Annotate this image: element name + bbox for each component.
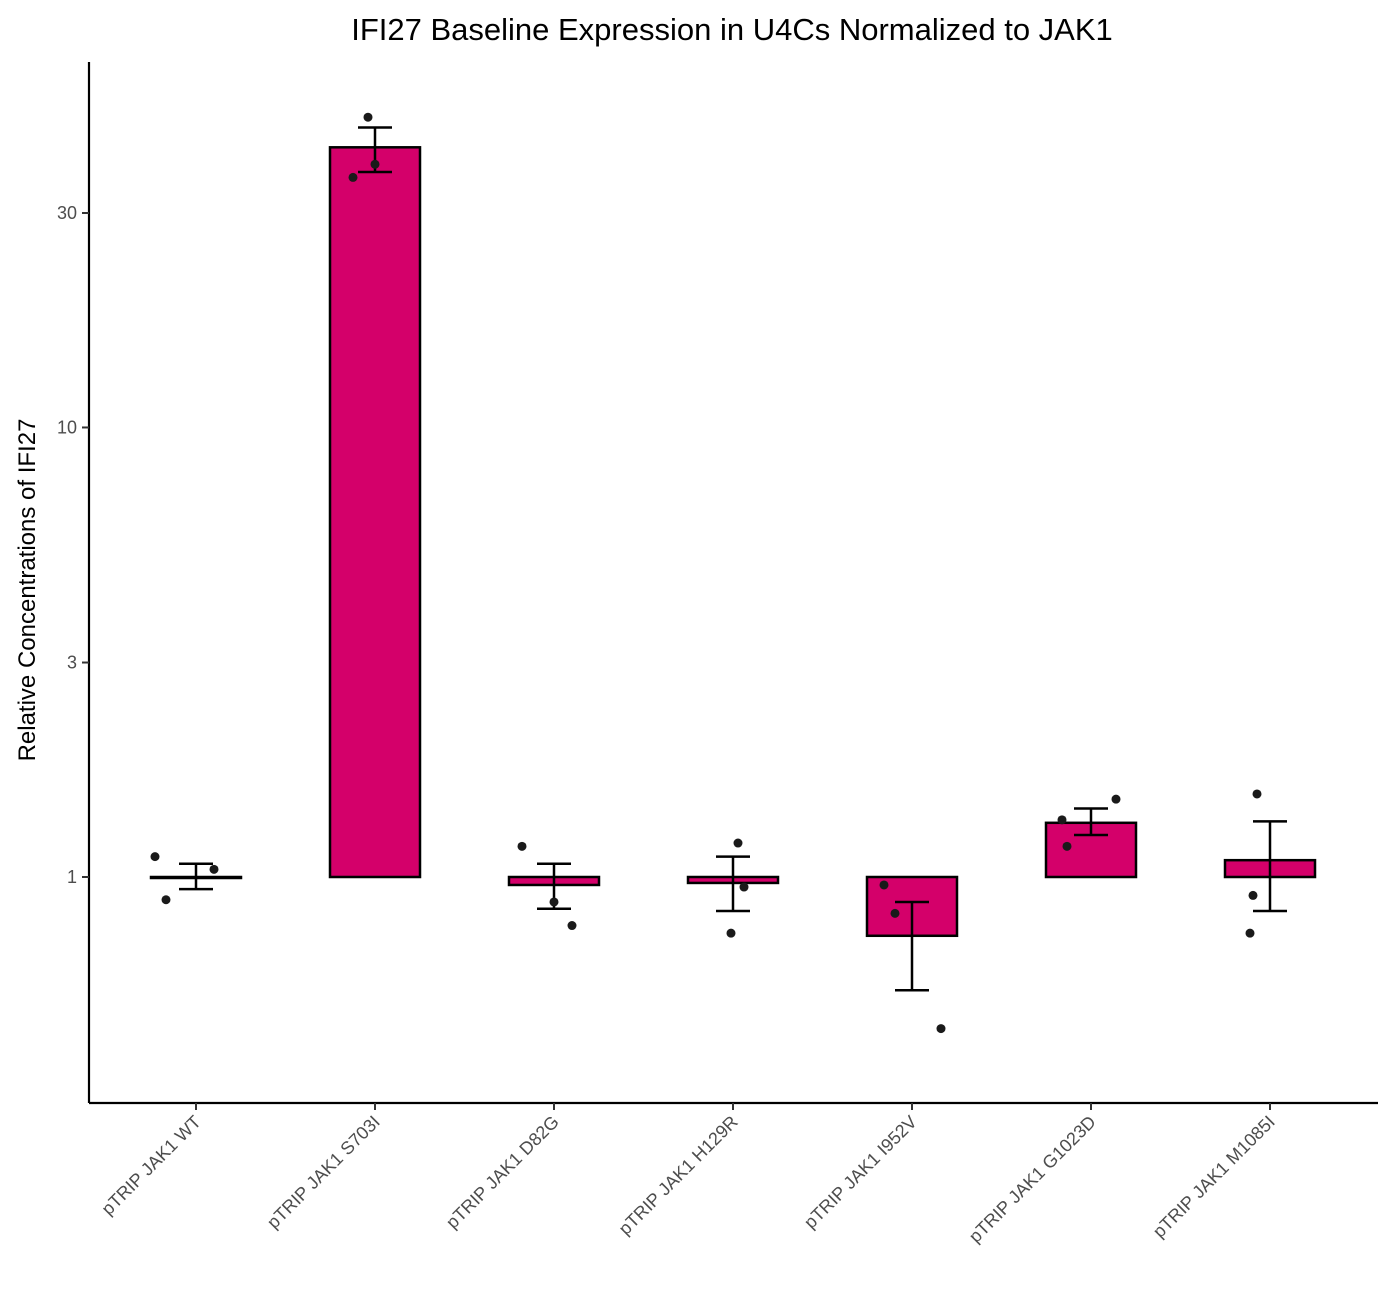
- x-tick-label-2: pTRIP JAK1 D82G: [442, 1112, 563, 1233]
- data-point-0-0: [150, 852, 160, 862]
- data-point-0-1: [161, 895, 171, 905]
- x-tick-label-4: pTRIP JAK1 I952V: [800, 1112, 921, 1233]
- data-point-6-1: [1248, 890, 1258, 900]
- data-point-2-1: [549, 897, 559, 907]
- data-point-5-1: [1062, 841, 1072, 851]
- y-tick-label-0: 1: [67, 867, 77, 887]
- chart-title: IFI27 Baseline Expression in U4Cs Normal…: [351, 12, 1113, 47]
- x-tick-label-6: pTRIP JAK1 M1085I: [1149, 1112, 1279, 1242]
- bars-layer: [149, 146, 1317, 938]
- data-point-5-2: [1111, 794, 1121, 804]
- x-tick-label-3: pTRIP JAK1 H129R: [615, 1112, 742, 1239]
- data-point-3-1: [739, 882, 749, 892]
- points-layer: [150, 112, 1262, 1034]
- data-point-1-1: [348, 172, 358, 182]
- error-bars-layer: [179, 126, 1287, 992]
- data-point-4-1: [890, 908, 900, 918]
- bar-1: [328, 146, 422, 879]
- data-point-2-0: [517, 841, 527, 851]
- data-point-3-0: [733, 838, 743, 848]
- axes-layer: [87, 62, 1378, 1105]
- data-point-4-0: [879, 880, 889, 890]
- y-axis-label: Relative Concentrations of IFI27: [14, 419, 41, 762]
- y-tick-label-1: 3: [67, 653, 77, 673]
- data-point-3-2: [726, 928, 736, 938]
- data-point-2-2: [567, 921, 577, 931]
- data-point-1-0: [363, 112, 373, 122]
- x-tick-label-1: pTRIP JAK1 S703I: [263, 1112, 384, 1233]
- y-ticks-layer: 1 3 10 30: [57, 203, 89, 887]
- data-point-4-2: [936, 1024, 946, 1034]
- bar-5: [1044, 821, 1138, 879]
- data-point-0-2: [209, 864, 219, 874]
- data-point-6-2: [1245, 928, 1255, 938]
- x-tick-label-0: pTRIP JAK1 WT: [98, 1112, 205, 1219]
- data-point-5-0: [1057, 815, 1067, 825]
- x-ticks-layer: pTRIP JAK1 WT pTRIP JAK1 S703I pTRIP JAK1 …: [98, 1103, 1279, 1247]
- data-point-6-0: [1252, 789, 1262, 799]
- data-point-1-2: [370, 159, 380, 169]
- y-tick-label-2: 10: [57, 417, 77, 437]
- y-tick-label-3: 30: [57, 203, 77, 223]
- x-tick-label-5: pTRIP JAK1 G1023D: [965, 1112, 1100, 1247]
